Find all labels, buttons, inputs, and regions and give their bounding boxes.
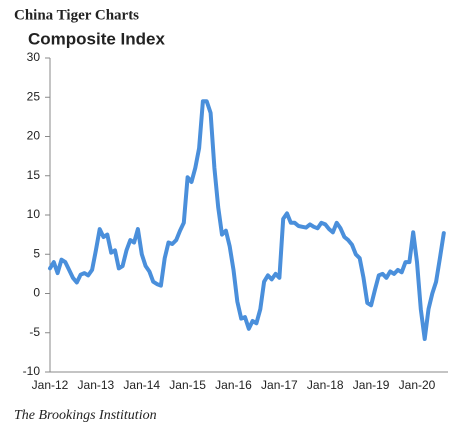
x-tick-label: Jan-19 — [353, 378, 390, 392]
x-tick-label: Jan-13 — [78, 378, 115, 392]
source: The Brookings Institution — [14, 408, 157, 423]
y-tick-label: 0 — [33, 286, 40, 300]
y-tick-label: 5 — [33, 246, 40, 260]
y-tick-label: -5 — [29, 325, 40, 339]
x-tick-label: Jan-20 — [399, 378, 436, 392]
y-tick-label: 15 — [27, 168, 41, 182]
x-tick-label: Jan-12 — [32, 378, 69, 392]
x-tick-label: Jan-15 — [169, 378, 206, 392]
chart-title: China Tiger Charts — [14, 7, 139, 23]
data-line — [48, 99, 446, 341]
y-tick-label: 20 — [27, 129, 41, 143]
x-tick-label: Jan-16 — [215, 378, 252, 392]
x-tick-label: Jan-18 — [307, 378, 344, 392]
x-tick-label: Jan-14 — [123, 378, 160, 392]
y-tick-label: -10 — [23, 364, 41, 378]
y-tick-label: 25 — [27, 89, 41, 103]
y-tick-label: 10 — [27, 207, 41, 221]
chart-subtitle: Composite Index — [28, 29, 166, 48]
y-tick-label: 30 — [27, 50, 41, 64]
x-tick-label: Jan-17 — [261, 378, 298, 392]
